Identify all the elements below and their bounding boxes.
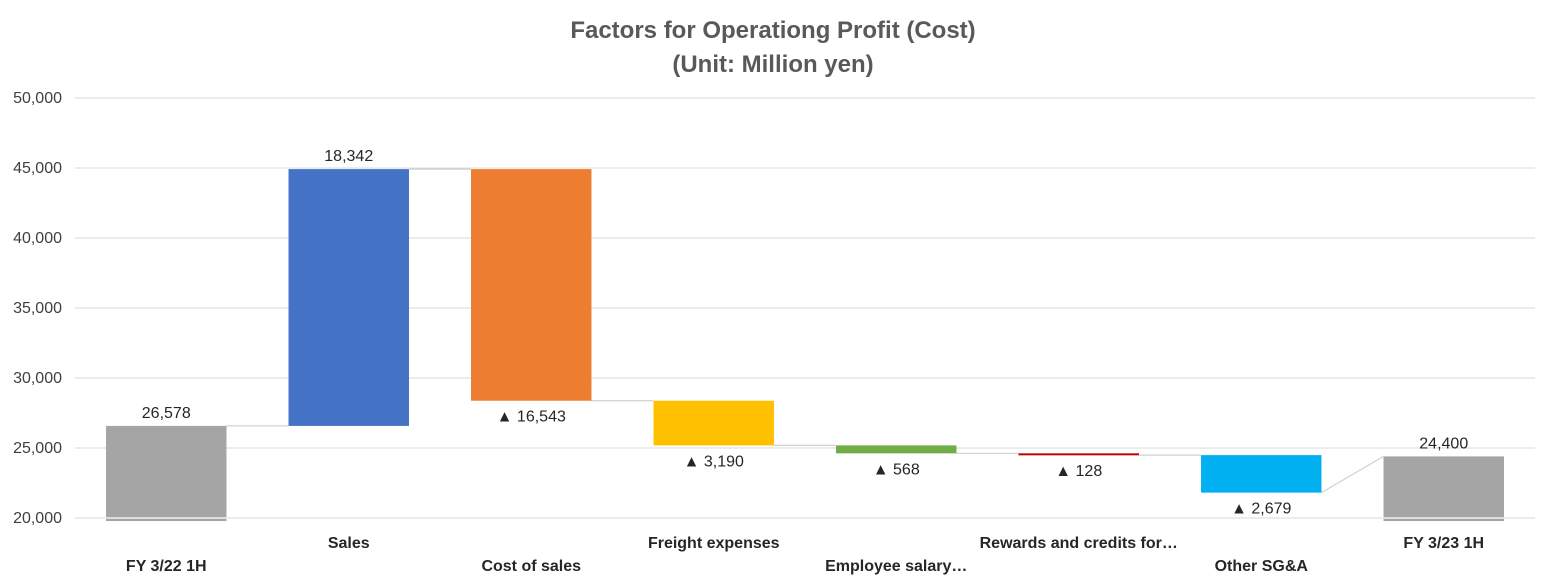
waterfall-bar <box>471 169 592 401</box>
y-tick-label: 30,000 <box>13 370 62 387</box>
data-label: 26,578 <box>142 405 191 422</box>
data-label: 24,400 <box>1419 435 1468 452</box>
category-label: Employee salary… <box>825 558 967 575</box>
chart-subtitle: (Unit: Million yen) <box>672 51 873 78</box>
waterfall-bar <box>288 169 409 426</box>
y-tick-label: 45,000 <box>13 160 62 177</box>
data-label: 18,342 <box>324 148 373 165</box>
chart-title: Factors for Operationg Profit (Cost) <box>570 17 975 44</box>
category-label: Cost of sales <box>481 558 581 575</box>
data-label: ▲ 568 <box>873 461 920 478</box>
waterfall-bar <box>836 445 957 454</box>
data-label: ▲ 16,543 <box>497 409 566 426</box>
category-label: Rewards and credits for… <box>980 535 1178 552</box>
data-label: ▲ 2,679 <box>1231 501 1291 518</box>
data-label: ▲ 3,190 <box>684 453 744 470</box>
y-tick-label: 35,000 <box>13 300 62 317</box>
y-tick-label: 50,000 <box>13 90 62 107</box>
waterfall-bar <box>106 425 227 521</box>
y-tick-label: 20,000 <box>13 510 62 527</box>
y-tick-label: 40,000 <box>13 230 62 247</box>
category-label: FY 3/22 1H <box>126 558 207 575</box>
category-label: Other SG&A <box>1215 558 1309 575</box>
category-label: Sales <box>328 535 370 552</box>
category-label: Freight expenses <box>648 535 780 552</box>
connector-line <box>1321 455 1384 494</box>
category-label: FY 3/23 1H <box>1403 535 1484 552</box>
waterfall-bar <box>653 400 774 446</box>
waterfall-bar <box>1201 455 1322 493</box>
waterfall-bar <box>1383 456 1504 521</box>
data-label: ▲ 128 <box>1055 463 1102 480</box>
y-tick-label: 25,000 <box>13 440 62 457</box>
waterfall-bar <box>1018 453 1139 456</box>
